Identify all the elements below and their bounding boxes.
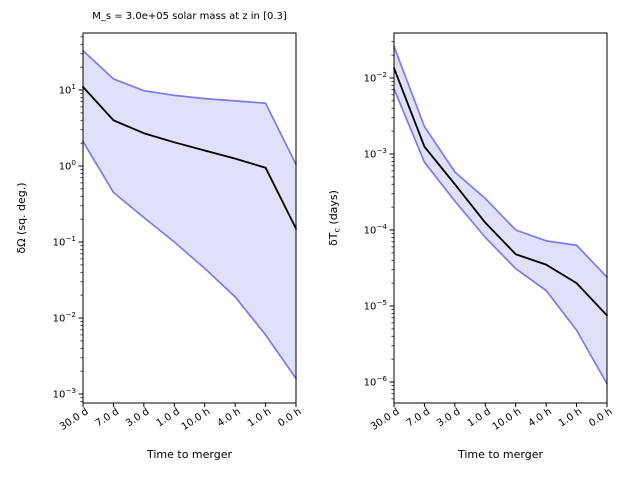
- x-tick-label: 30.0 d: [58, 406, 91, 433]
- x-axis-label-right: Time to merger: [457, 448, 544, 461]
- chart-title: M_s = 3.0e+05 solar mass at z in [0.3]: [92, 11, 287, 22]
- band-upper-line: [82, 49, 297, 166]
- x-tick-label: 3.0 d: [435, 406, 462, 429]
- y-tick-label: 10−5: [364, 298, 387, 313]
- x-tick-label: 0.0 h: [276, 406, 303, 429]
- x-tick-label: 4.0 h: [215, 406, 242, 429]
- x-tick-label: 0.0 h: [587, 406, 614, 429]
- y-tick-label: 10−3: [364, 146, 387, 161]
- x-tick-label: 1.0 h: [246, 406, 273, 429]
- x-tick-label: 1.0 h: [557, 406, 584, 429]
- x-tick-label: 7.0 d: [405, 406, 432, 429]
- median-line: [393, 67, 608, 317]
- y-tick-label: 101: [59, 82, 76, 97]
- median-line: [82, 85, 297, 230]
- x-tick-label: 4.0 h: [526, 406, 553, 429]
- right-plot: 10−210−310−410−510−630.0 d 7.0 d 3.0 d 1.0 …: [364, 32, 615, 433]
- band-upper-line: [393, 45, 608, 278]
- x-axis-label-left: Time to merger: [146, 448, 233, 461]
- y-tick-label: 10−2: [364, 70, 387, 85]
- x-tick-label: 10.0 h: [180, 406, 213, 433]
- y-tick-label: 10−6: [364, 374, 388, 389]
- x-tick-label: 7.0 d: [94, 406, 121, 429]
- band-lower-line: [82, 140, 297, 380]
- y-tick-label: 100: [59, 158, 77, 173]
- x-tick-label: 10.0 h: [491, 406, 524, 433]
- y-tick-label: 10−4: [364, 222, 388, 237]
- confidence-band: [83, 50, 296, 379]
- y-axis-label-left: δΩ (sq. deg.): [15, 182, 28, 253]
- y-tick-label: 10−1: [53, 234, 76, 249]
- y-axis-label-right: δTc (days): [327, 190, 342, 246]
- x-tick-label: 30.0 d: [369, 406, 402, 433]
- x-tick-label: 1.0 d: [466, 406, 493, 429]
- y-tick-label: 10−2: [53, 310, 76, 325]
- y-tick-label: 10−3: [53, 386, 76, 401]
- x-tick-label: 1.0 d: [155, 406, 182, 429]
- x-tick-label: 3.0 d: [124, 406, 151, 429]
- plot-frame: [82, 32, 297, 404]
- plot-frame: [393, 32, 608, 404]
- band-lower-line: [393, 87, 608, 385]
